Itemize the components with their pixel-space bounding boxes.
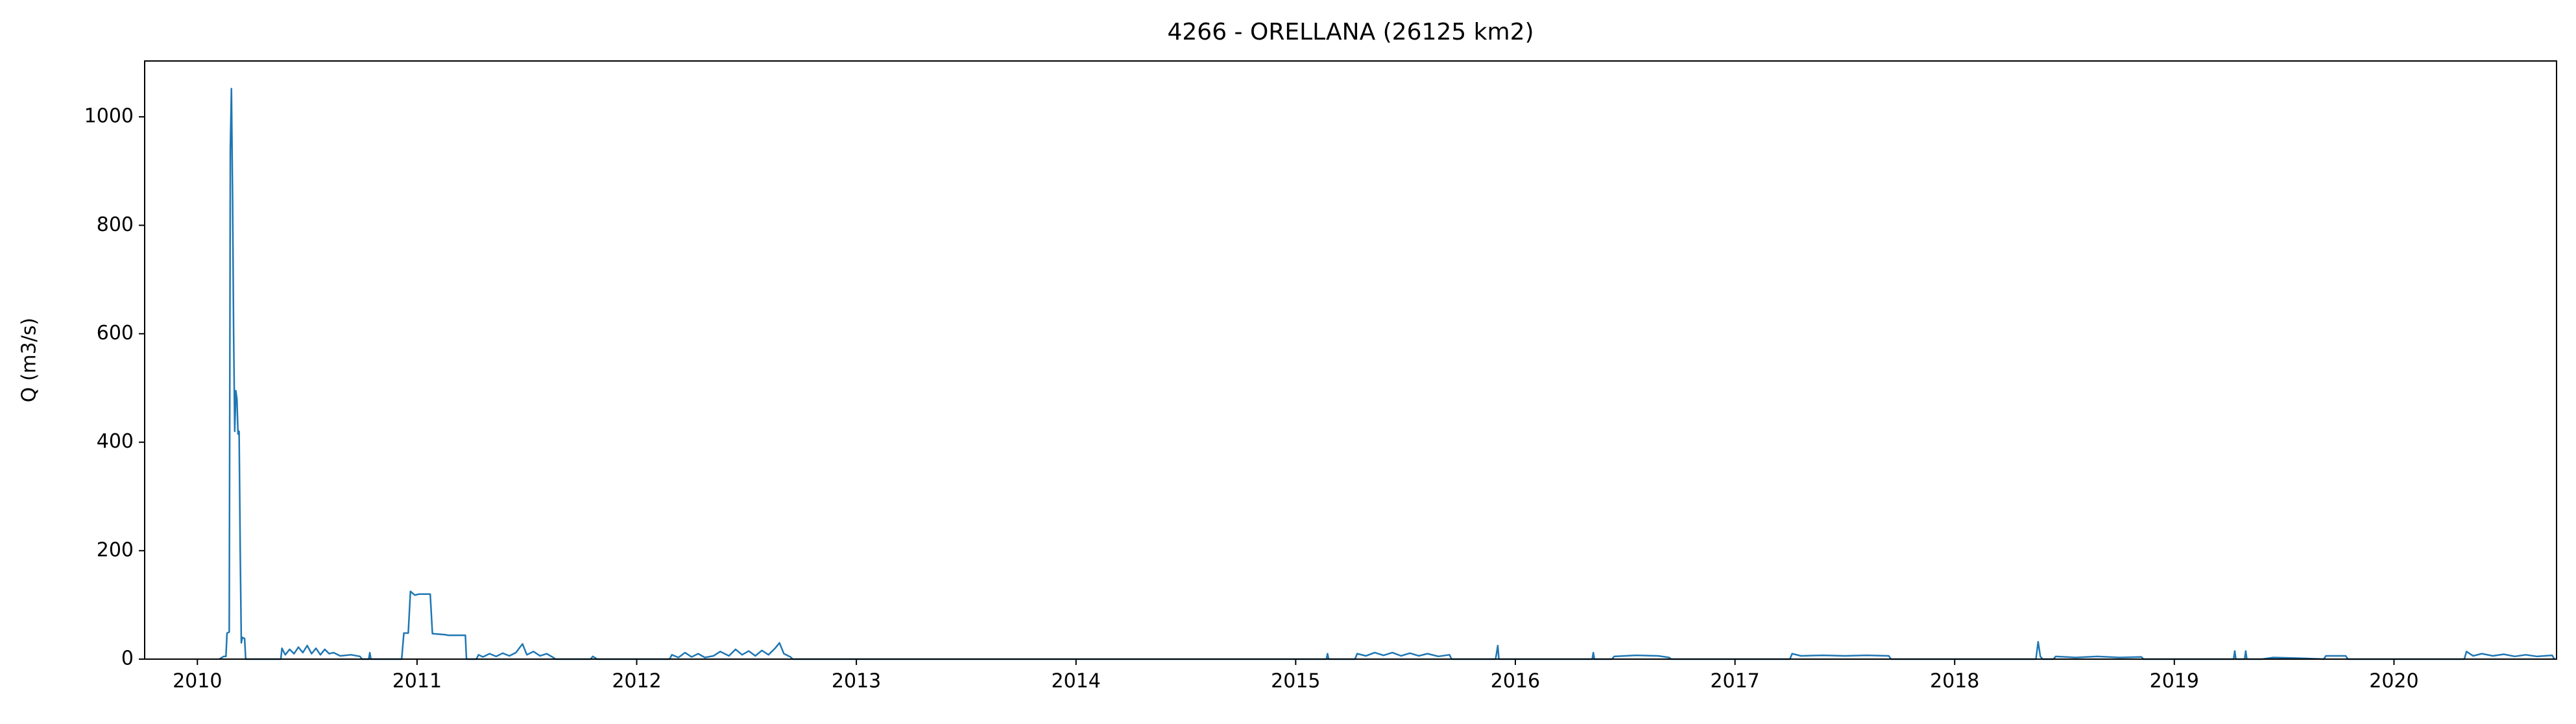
- y-tick-label: 400: [97, 430, 134, 453]
- x-tick-label: 2019: [2150, 670, 2199, 693]
- x-tick-label: 2013: [832, 670, 881, 693]
- y-tick-label: 800: [97, 213, 134, 236]
- y-tick-label: 0: [121, 647, 134, 670]
- x-tick-label: 2018: [1930, 670, 1979, 693]
- data-line: [219, 88, 2555, 660]
- plot-frame: [144, 60, 2557, 660]
- x-tick-label: 2012: [612, 670, 661, 693]
- x-tick-label: 2020: [2369, 670, 2418, 693]
- y-tick-label: 1000: [84, 105, 134, 128]
- chart-title: 4266 - ORELLANA (26125 km2): [1167, 19, 1534, 45]
- x-tick-label: 2017: [1710, 670, 1759, 693]
- y-tick-label: 200: [97, 538, 134, 561]
- x-tick-label: 2015: [1271, 670, 1320, 693]
- y-tick-label: 600: [97, 322, 134, 344]
- x-tick-label: 2014: [1052, 670, 1101, 693]
- x-tick-label: 2010: [173, 670, 222, 693]
- y-axis-label: Q (m3/s): [18, 318, 41, 403]
- x-tick-label: 2011: [392, 670, 442, 693]
- x-tick-label: 2016: [1491, 670, 1540, 693]
